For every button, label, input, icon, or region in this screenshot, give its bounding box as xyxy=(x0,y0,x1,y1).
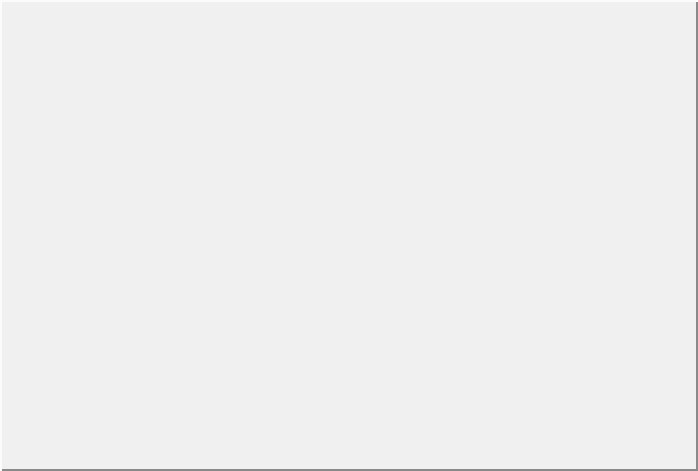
chart-canvas xyxy=(0,0,698,471)
rrdtool-graph-window xyxy=(0,0,698,471)
